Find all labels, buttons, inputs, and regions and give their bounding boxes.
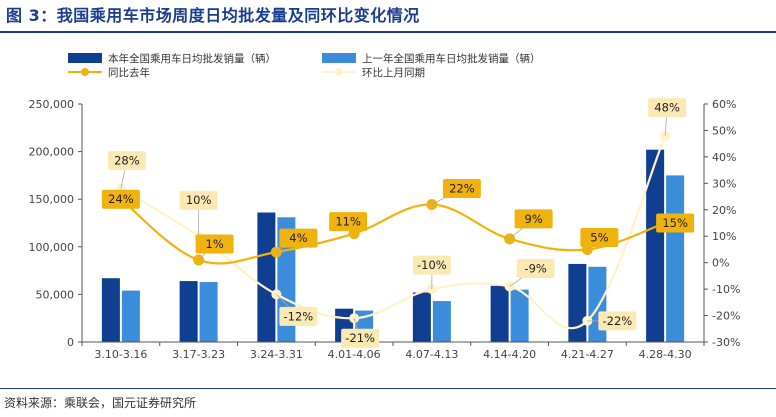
axes-group: 0 50,000 100,000 150,000 200,000 250,000 -30% -… <box>29 98 741 361</box>
legend-label-current-year: 本年全国乘用车日均批发销量（辆） <box>108 52 276 65</box>
data-label-yoy: 11% <box>335 215 361 229</box>
data-label-mom-bg <box>516 258 555 278</box>
tick-label-x: 3.24-3.31 <box>250 348 303 361</box>
legend-label-yoy: 同比去年 <box>108 66 150 79</box>
data-label-mom: -9% <box>524 261 546 275</box>
data-label-mom: 10% <box>186 193 212 207</box>
data-label-yoy: 5% <box>590 230 608 244</box>
data-label-mom-bg <box>179 190 218 210</box>
tick-label-x: 3.10-3.16 <box>94 348 147 361</box>
tick-label-left: 200,000 <box>29 146 75 159</box>
bar-current-year <box>490 285 509 342</box>
legend-marker-yoy <box>81 68 89 76</box>
bar-last-year <box>510 289 529 342</box>
tick-label-left: 150,000 <box>29 193 75 206</box>
bar-last-year <box>199 282 218 342</box>
data-label-mom: 48% <box>654 101 680 115</box>
data-label-yoy-bg <box>514 209 553 229</box>
data-label-yoy-bg <box>580 227 619 247</box>
legend-label-mom: 环比上月同期 <box>362 66 425 79</box>
tick-label-x: 4.01-4.06 <box>328 348 381 361</box>
data-label-mom-bg <box>279 306 318 326</box>
chart-title: 图 3：我国乘用车市场周度日均批发量及同环比变化情况 <box>6 6 420 25</box>
legend-swatch-last-year <box>322 53 356 63</box>
bar-current-year <box>646 149 665 342</box>
tick-label-left: 250,000 <box>29 98 75 111</box>
source-note: 资料来源：乘联会，国元证券研究所 <box>4 396 197 410</box>
tick-label-right: 10% <box>712 230 736 243</box>
bar-last-year <box>666 175 685 342</box>
tick-label-right: -30% <box>712 336 740 349</box>
data-label-yoy: 9% <box>525 212 543 226</box>
data-label-mom: -10% <box>417 258 447 272</box>
bar-last-year <box>432 301 451 342</box>
bar-current-year <box>101 278 120 342</box>
tick-label-right: 30% <box>712 177 736 190</box>
tick-label-right: -10% <box>712 283 740 296</box>
tick-label-right: 60% <box>712 98 736 111</box>
data-label-mom: -12% <box>284 309 314 323</box>
tick-label-left: 50,000 <box>36 288 75 301</box>
data-label-mom-bg <box>598 311 637 331</box>
data-label-yoy-bg <box>195 234 234 254</box>
tick-label-right: 0% <box>712 257 729 270</box>
tick-label-x: 3.17-3.23 <box>172 348 225 361</box>
data-labels-group: 28% 10% -12% -21% -10% -9% -22% 48% 24% 1% 4% 11% 22… <box>101 98 695 348</box>
legend-swatch-current-year <box>68 53 102 63</box>
legend-label-last-year: 上一年全国乘用车日均批发销量（辆） <box>362 52 541 65</box>
tick-label-x: 4.28-4.30 <box>639 348 692 361</box>
bar-last-year <box>121 290 140 342</box>
data-label-yoy-bg <box>442 178 481 198</box>
bar-current-year <box>412 292 431 342</box>
data-label-yoy: 15% <box>662 216 688 230</box>
legend: 本年全国乘用车日均批发销量（辆） 上一年全国乘用车日均批发销量（辆） 同比去年 环比上… <box>68 52 541 79</box>
data-label-mom: -22% <box>603 314 633 328</box>
data-label-yoy-bg <box>329 212 368 232</box>
bar-last-year <box>588 266 607 342</box>
tick-label-x: 4.21-4.27 <box>561 348 614 361</box>
bar-current-year <box>179 281 198 342</box>
tick-label-left: 0 <box>67 336 74 349</box>
tick-label-right: 40% <box>712 151 736 164</box>
tick-label-right: -20% <box>712 310 740 323</box>
data-label-mom-bg <box>648 98 687 118</box>
tick-label-right: 50% <box>712 124 736 137</box>
data-label-mom: -21% <box>345 331 375 345</box>
source-rule <box>0 388 776 389</box>
bar-current-year <box>568 263 587 342</box>
tick-label-right: 20% <box>712 204 736 217</box>
data-label-mom-bg <box>107 151 146 171</box>
data-label-mom-bg <box>341 328 380 348</box>
data-label-yoy: 1% <box>206 237 224 251</box>
tick-label-x: 4.14-4.20 <box>483 348 536 361</box>
tick-label-x: 4.07-4.13 <box>405 348 458 361</box>
data-label-mom-bg <box>412 255 451 275</box>
legend-marker-mom <box>335 68 343 76</box>
tick-label-left: 100,000 <box>29 241 75 254</box>
data-label-yoy-bg <box>656 213 695 233</box>
bar-current-year <box>257 212 276 342</box>
data-label-yoy-bg <box>279 228 318 248</box>
data-label-mom: 28% <box>114 154 140 168</box>
data-label-yoy: 4% <box>289 231 307 245</box>
data-label-yoy-bg <box>101 189 140 209</box>
data-label-yoy: 22% <box>449 181 475 195</box>
title-rule <box>0 31 776 33</box>
data-label-yoy: 24% <box>108 192 134 206</box>
